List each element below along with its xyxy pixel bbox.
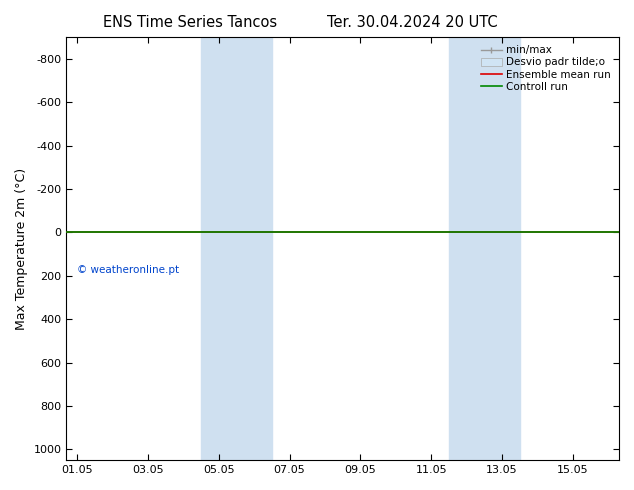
Bar <box>449 37 520 460</box>
Text: ENS Time Series Tancos: ENS Time Series Tancos <box>103 15 277 30</box>
Bar <box>201 37 272 460</box>
Text: Ter. 30.04.2024 20 UTC: Ter. 30.04.2024 20 UTC <box>327 15 498 30</box>
Legend: min/max, Desvio padr tilde;o, Ensemble mean run, Controll run: min/max, Desvio padr tilde;o, Ensemble m… <box>478 42 614 95</box>
Text: © weatheronline.pt: © weatheronline.pt <box>77 265 179 275</box>
Y-axis label: Max Temperature 2m (°C): Max Temperature 2m (°C) <box>15 168 28 330</box>
